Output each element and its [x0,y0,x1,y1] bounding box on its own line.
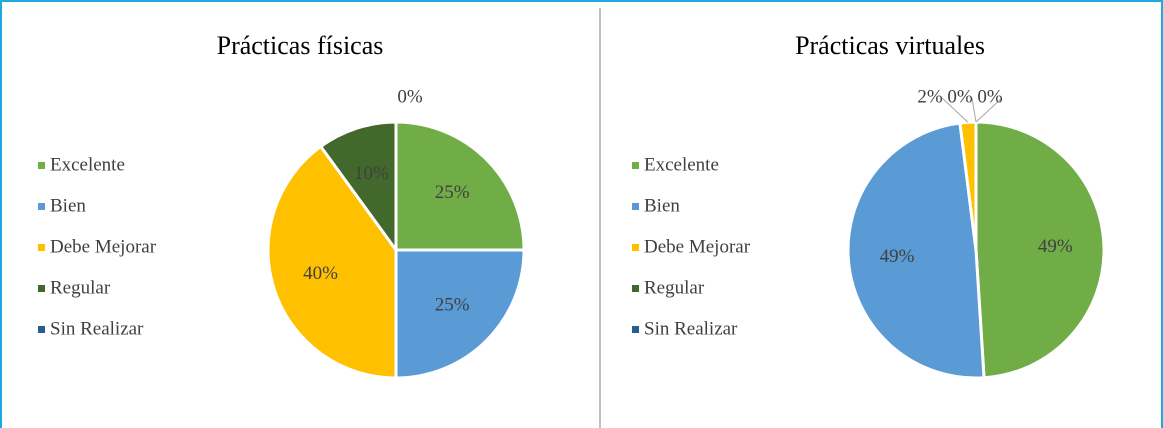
legend-swatch [38,326,45,333]
legend-label: Bien [50,195,86,216]
data-label: 49% [880,246,915,267]
pie-slice [846,121,986,380]
legend-swatch [38,203,45,210]
legend-swatch [38,244,45,251]
data-label: 0% [977,86,1003,107]
leader-line [971,97,977,123]
legend-label: Excelente [50,154,125,175]
data-label: 10% [354,163,389,184]
chart-title: Prácticas virtuales [795,31,985,60]
legend-label: Excelente [644,154,719,175]
legend-label: Debe Mejorar [50,236,157,257]
legend-label: Bien [644,195,680,216]
pie-slice [394,120,526,252]
leader-line [975,97,1003,123]
data-label: 0% [947,86,973,107]
pie-slice [318,120,398,255]
legend-swatch [632,162,639,169]
legend-swatch [632,285,639,292]
legend-label: Regular [50,277,111,298]
legend-label: Sin Realizar [644,318,738,339]
legend-swatch [38,285,45,292]
legend-swatch [632,203,639,210]
legend-swatch [632,244,639,251]
data-label: 25% [435,294,470,315]
leader-line [941,97,969,123]
legend-swatch [38,162,45,169]
data-label: 40% [303,263,338,284]
data-label: 2% [917,86,943,107]
legend-label: Regular [644,277,705,298]
legend-swatch [632,326,639,333]
pie-slice [394,248,526,380]
chart-title: Prácticas físicas [217,31,384,60]
legend-label: Debe Mejorar [644,236,751,257]
data-label: 25% [435,182,470,203]
pie-slice [266,144,398,380]
pie-slice [974,120,1106,380]
data-label: 0% [397,86,423,107]
legend-label: Sin Realizar [50,318,144,339]
data-label: 49% [1038,236,1073,257]
